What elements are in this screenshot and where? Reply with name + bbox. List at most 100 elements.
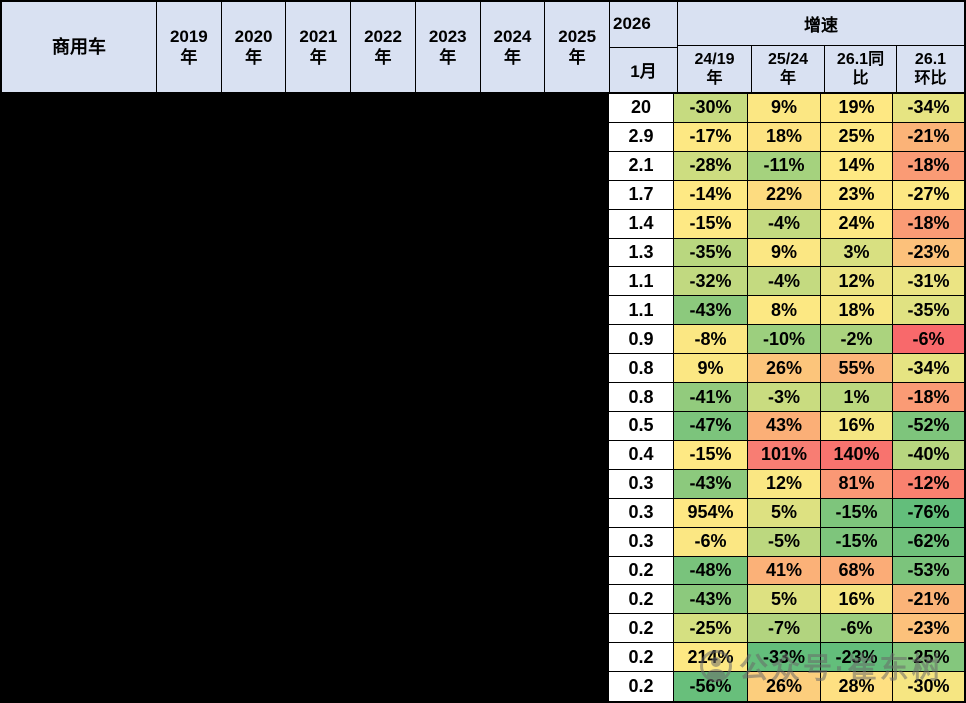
growth-value-cell: -23% — [893, 614, 964, 644]
growth-value-cell: -43% — [674, 469, 748, 499]
growth-value-cell: 55% — [821, 354, 893, 384]
growth-value-cell: 3% — [821, 238, 893, 268]
redacted-region — [2, 94, 608, 701]
growth-value-cell: -34% — [893, 94, 964, 123]
growth-value-cell: 954% — [674, 498, 748, 528]
jan-value-cell: 0.2 — [608, 643, 674, 673]
growth-value-cell: -4% — [748, 209, 821, 239]
growth-value-cell: -11% — [748, 151, 821, 181]
table-row: 0.2 214% -33% -23% -25% — [608, 643, 964, 673]
col-header-january: 1月 — [630, 62, 657, 82]
table-row: 0.2 -48% 41% 68% -53% — [608, 556, 964, 586]
jan-value-cell: 1.1 — [608, 296, 674, 326]
jan-value-cell: 2.1 — [608, 151, 674, 181]
jan-value-cell: 0.3 — [608, 469, 674, 499]
jan-value-cell: 1.7 — [608, 180, 674, 210]
growth-value-cell: -10% — [748, 325, 821, 355]
growth-value-cell: 9% — [748, 238, 821, 268]
col-header-26-1-mom: 26.1 环比 — [914, 51, 947, 87]
growth-value-cell: -43% — [674, 296, 748, 326]
col-header-year-2023: 2023 年 — [416, 2, 481, 92]
table-row: 20 -30% 9% 19% -34% — [608, 94, 964, 123]
table-row: 0.2 -43% 5% 16% -21% — [608, 585, 964, 615]
growth-value-cell: -18% — [893, 383, 964, 412]
jan-value-cell: 0.2 — [608, 556, 674, 586]
growth-value-cell: 8% — [748, 296, 821, 326]
col-header-year-2022: 2022 年 — [351, 2, 416, 92]
growth-value-cell: -25% — [674, 614, 748, 644]
growth-value-cell: 28% — [821, 672, 893, 701]
jan-value-cell: 0.9 — [608, 325, 674, 355]
growth-value-cell: 14% — [821, 151, 893, 181]
growth-value-cell: 12% — [821, 267, 893, 297]
growth-value-cell: -21% — [893, 585, 964, 615]
growth-value-cell: -12% — [893, 469, 964, 499]
table-row: 2.1 -28% -11% 14% -18% — [608, 151, 964, 181]
growth-value-cell: -32% — [674, 267, 748, 297]
growth-value-cell: -21% — [893, 122, 964, 152]
growth-value-cell: 16% — [821, 585, 893, 615]
growth-value-cell: 18% — [821, 296, 893, 326]
growth-value-cell: -5% — [748, 527, 821, 557]
growth-value-cell: -31% — [893, 267, 964, 297]
table-row: 0.3 -6% -5% -15% -62% — [608, 527, 964, 557]
growth-value-cell: -23% — [821, 643, 893, 673]
table-row: 0.4 -15% 101% 140% -40% — [608, 440, 964, 470]
col-header-year-2024: 2024 年 — [481, 2, 546, 92]
growth-value-cell: -56% — [674, 672, 748, 701]
growth-value-cell: -27% — [893, 180, 964, 210]
jan-value-cell: 0.2 — [608, 585, 674, 615]
growth-value-cell: -3% — [748, 383, 821, 412]
growth-value-cell: 23% — [821, 180, 893, 210]
growth-value-cell: -62% — [893, 527, 964, 557]
growth-value-cell: 43% — [748, 411, 821, 441]
growth-title: 增速 — [678, 2, 964, 46]
table-row: 1.4 -15% -4% 24% -18% — [608, 209, 964, 239]
growth-value-cell: 22% — [748, 180, 821, 210]
growth-value-cell: -41% — [674, 383, 748, 412]
jan-value-cell: 0.8 — [608, 354, 674, 384]
growth-value-cell: 1% — [821, 383, 893, 412]
growth-value-cell: -43% — [674, 585, 748, 615]
growth-value-cell: -15% — [674, 209, 748, 239]
col-header-24-19: 24/19 年 — [678, 46, 752, 92]
table-row: 0.2 -25% -7% -6% -23% — [608, 614, 964, 644]
growth-value-cell: 41% — [748, 556, 821, 586]
growth-value-cell: -23% — [893, 238, 964, 268]
table-row: 1.7 -14% 22% 23% -27% — [608, 180, 964, 210]
jan-value-cell: 1.3 — [608, 238, 674, 268]
growth-header-group: 增速 24/19 年 25/24 年 26.1同比 26.1 环比 — [678, 2, 964, 92]
growth-value-cell: 26% — [748, 672, 821, 701]
growth-value-cell: -28% — [674, 151, 748, 181]
growth-value-cell: -18% — [893, 151, 964, 181]
growth-value-cell: -76% — [893, 498, 964, 528]
year-columns-header: 2019 年 2020 年 2021 年 2022 年 2023 年 2024 年 2025… — [157, 2, 611, 92]
table-row: 1.3 -35% 9% 3% -23% — [608, 238, 964, 268]
jan-value-cell: 1.4 — [608, 209, 674, 239]
table-body: 20 -30% 9% 19% -34% 2.9 -17% 18% 25% -21% 2.1 -28% -… — [608, 94, 964, 701]
col-header-25-24: 25/24 年 — [752, 46, 825, 92]
growth-value-cell: -40% — [893, 440, 964, 470]
table-row: 0.8 9% 26% 55% -34% — [608, 354, 964, 384]
jan-value-cell: 0.3 — [608, 498, 674, 528]
growth-value-cell: -15% — [821, 498, 893, 528]
col-header-2026-jan: 2026 1月 — [610, 2, 678, 92]
table-header: 商用车 2019 年 2020 年 2021 年 2022 年 2023 年 2024 年 … — [2, 2, 964, 94]
growth-value-cell: 5% — [748, 585, 821, 615]
growth-value-cell: 12% — [748, 469, 821, 499]
growth-value-cell: -35% — [674, 238, 748, 268]
col-header-year-2020: 2020 年 — [222, 2, 287, 92]
growth-value-cell: -52% — [893, 411, 964, 441]
jan-value-cell: 0.5 — [608, 411, 674, 441]
growth-value-cell: 5% — [748, 498, 821, 528]
growth-value-cell: 9% — [748, 94, 821, 123]
table-row: 0.9 -8% -10% -2% -6% — [608, 325, 964, 355]
growth-value-cell: -25% — [893, 643, 964, 673]
growth-value-cell: 18% — [748, 122, 821, 152]
growth-value-cell: 24% — [821, 209, 893, 239]
growth-value-cell: 101% — [748, 440, 821, 470]
table-row: 0.3 -43% 12% 81% -12% — [608, 469, 964, 499]
growth-value-cell: -18% — [893, 209, 964, 239]
growth-value-cell: -8% — [674, 325, 748, 355]
